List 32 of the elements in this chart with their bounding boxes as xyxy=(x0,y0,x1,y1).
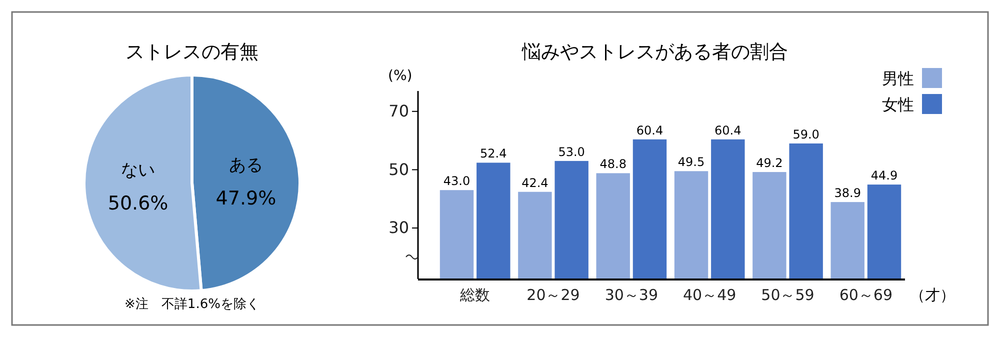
data-label: 53.0 xyxy=(558,144,585,159)
slice-label: ない xyxy=(121,160,156,180)
data-label: 49.5 xyxy=(678,155,705,170)
x-axis-title: （才） xyxy=(910,286,955,304)
data-label: 60.4 xyxy=(714,123,742,138)
data-label: 49.2 xyxy=(756,156,783,170)
legend-label: 男性 xyxy=(882,69,914,88)
x-tick-label: 40～49 xyxy=(682,286,736,304)
data-label: 47.9% xyxy=(216,188,276,210)
y-tick-label: 30 xyxy=(388,218,409,238)
x-tick-label: 総数 xyxy=(459,286,490,304)
x-tick-label: 50～59 xyxy=(761,286,814,304)
text: ※注 不詳1.6%を除く xyxy=(124,297,260,312)
data-label: 59.0 xyxy=(792,127,820,142)
data-label: 38.9 xyxy=(834,186,861,200)
chart-title: ストレスの有無 xyxy=(126,41,258,63)
data-label: 42.4 xyxy=(522,176,548,190)
data-label: 44.9 xyxy=(870,168,898,183)
data-label: 48.8 xyxy=(600,157,626,172)
data-label: 52.4 xyxy=(480,146,507,161)
x-tick-label: 60～69 xyxy=(839,286,893,304)
slice-label: ある xyxy=(228,156,263,176)
chart-title: 悩みやストレスがある者の割合 xyxy=(521,41,788,63)
legend-label: 女性 xyxy=(882,95,914,114)
y-tick-label: 50 xyxy=(388,160,409,179)
data-label: 43.0 xyxy=(443,174,470,188)
x-tick-label: 30～39 xyxy=(604,286,658,304)
x-tick-label: 20～29 xyxy=(526,286,580,304)
data-label: 60.4 xyxy=(636,123,664,138)
y-axis-title: (%) xyxy=(388,68,412,84)
y-tick-label: 70 xyxy=(388,102,409,121)
data-label: 50.6% xyxy=(108,192,168,214)
